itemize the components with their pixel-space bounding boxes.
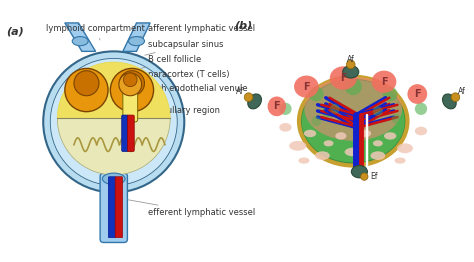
Text: paracortex (T cells): paracortex (T cells) bbox=[137, 70, 229, 85]
Circle shape bbox=[346, 60, 355, 69]
Circle shape bbox=[392, 114, 401, 124]
Circle shape bbox=[43, 51, 184, 192]
FancyBboxPatch shape bbox=[128, 115, 134, 151]
Circle shape bbox=[309, 87, 324, 101]
Text: (b): (b) bbox=[234, 20, 252, 30]
Circle shape bbox=[123, 73, 137, 87]
Ellipse shape bbox=[304, 77, 402, 141]
Text: afferent lymphatic vessel: afferent lymphatic vessel bbox=[132, 24, 255, 37]
Ellipse shape bbox=[397, 143, 413, 153]
Ellipse shape bbox=[372, 71, 396, 93]
Polygon shape bbox=[65, 23, 96, 51]
Circle shape bbox=[50, 58, 177, 185]
Circle shape bbox=[311, 116, 321, 126]
Text: F: F bbox=[340, 73, 346, 83]
Text: F: F bbox=[303, 82, 310, 92]
Ellipse shape bbox=[330, 66, 357, 90]
FancyBboxPatch shape bbox=[115, 177, 123, 238]
Ellipse shape bbox=[248, 94, 262, 109]
Circle shape bbox=[451, 93, 460, 101]
Ellipse shape bbox=[289, 141, 306, 151]
FancyBboxPatch shape bbox=[123, 85, 137, 122]
Ellipse shape bbox=[72, 37, 88, 46]
Ellipse shape bbox=[315, 151, 330, 160]
Wedge shape bbox=[57, 62, 170, 118]
Circle shape bbox=[361, 173, 368, 180]
Text: F: F bbox=[273, 101, 280, 111]
Ellipse shape bbox=[373, 140, 383, 146]
Ellipse shape bbox=[267, 96, 286, 116]
Text: lymphoid compartment: lymphoid compartment bbox=[46, 24, 145, 40]
Ellipse shape bbox=[302, 80, 405, 162]
Circle shape bbox=[244, 93, 253, 101]
FancyBboxPatch shape bbox=[100, 173, 128, 243]
FancyBboxPatch shape bbox=[108, 177, 116, 238]
Ellipse shape bbox=[102, 173, 125, 184]
Ellipse shape bbox=[294, 75, 319, 98]
Ellipse shape bbox=[128, 37, 145, 46]
Circle shape bbox=[74, 71, 99, 96]
Circle shape bbox=[65, 68, 108, 112]
Text: (a): (a) bbox=[6, 26, 23, 36]
Ellipse shape bbox=[299, 77, 408, 166]
Circle shape bbox=[373, 106, 383, 116]
Text: efferent lymphatic vessel: efferent lymphatic vessel bbox=[128, 200, 255, 217]
Ellipse shape bbox=[371, 151, 385, 160]
Text: Af: Af bbox=[236, 87, 244, 96]
Text: B cell follicle: B cell follicle bbox=[139, 55, 201, 69]
Circle shape bbox=[415, 103, 427, 115]
Circle shape bbox=[330, 104, 340, 114]
Ellipse shape bbox=[336, 132, 346, 140]
Circle shape bbox=[322, 105, 335, 117]
Ellipse shape bbox=[443, 94, 456, 109]
Circle shape bbox=[345, 78, 362, 95]
Ellipse shape bbox=[384, 132, 396, 140]
Ellipse shape bbox=[343, 66, 359, 78]
Ellipse shape bbox=[351, 166, 367, 178]
Ellipse shape bbox=[345, 148, 362, 156]
Circle shape bbox=[279, 103, 292, 115]
Text: Ef: Ef bbox=[370, 172, 378, 181]
Polygon shape bbox=[123, 23, 150, 51]
Text: Af: Af bbox=[458, 87, 465, 96]
Text: high endothelial venule: high endothelial venule bbox=[135, 84, 247, 99]
Ellipse shape bbox=[299, 157, 310, 164]
Ellipse shape bbox=[394, 157, 406, 164]
Text: F: F bbox=[414, 89, 420, 99]
Circle shape bbox=[110, 68, 154, 112]
Circle shape bbox=[383, 87, 398, 101]
Ellipse shape bbox=[304, 130, 316, 137]
Ellipse shape bbox=[324, 140, 334, 146]
Text: medullary region: medullary region bbox=[141, 106, 220, 124]
Text: subcapsular sinus: subcapsular sinus bbox=[145, 40, 223, 55]
Ellipse shape bbox=[415, 127, 427, 135]
Circle shape bbox=[119, 71, 145, 96]
Ellipse shape bbox=[360, 130, 371, 137]
Ellipse shape bbox=[408, 84, 427, 104]
Text: F: F bbox=[381, 77, 387, 87]
Circle shape bbox=[119, 73, 142, 96]
Circle shape bbox=[372, 105, 384, 117]
FancyBboxPatch shape bbox=[122, 115, 128, 151]
Wedge shape bbox=[57, 118, 170, 175]
Text: Af: Af bbox=[347, 55, 355, 64]
Ellipse shape bbox=[279, 123, 292, 132]
